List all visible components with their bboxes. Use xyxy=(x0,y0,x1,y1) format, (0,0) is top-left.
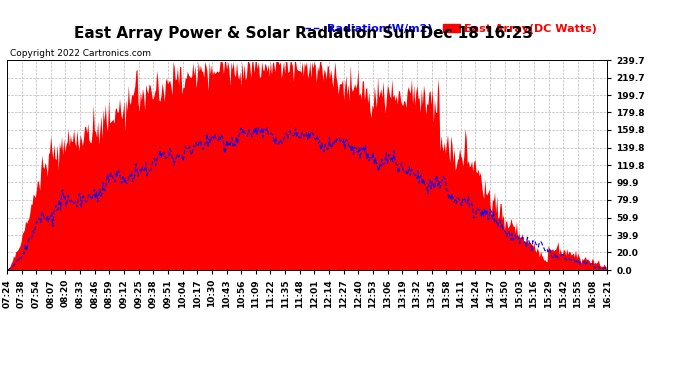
Text: East Array Power & Solar Radiation Sun Dec 18 16:23: East Array Power & Solar Radiation Sun D… xyxy=(74,26,533,41)
Text: Copyright 2022 Cartronics.com: Copyright 2022 Cartronics.com xyxy=(10,49,151,58)
Legend: Radiation(W/m2), East Array(DC Watts): Radiation(W/m2), East Array(DC Watts) xyxy=(301,20,602,38)
